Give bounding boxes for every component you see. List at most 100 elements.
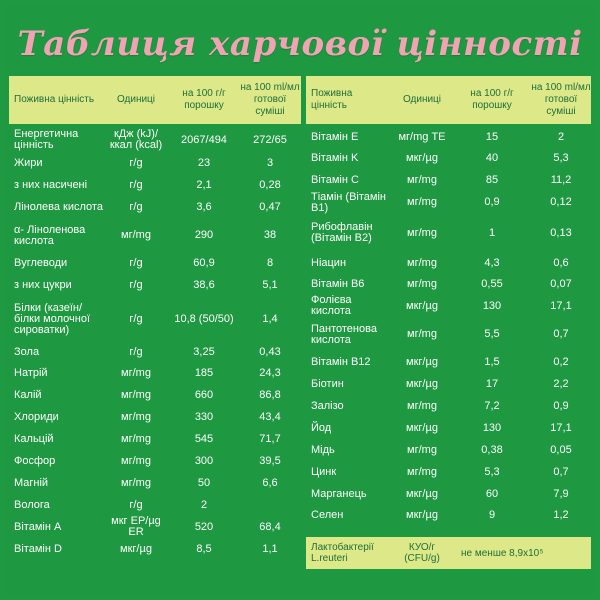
nutrient-name: Пантотенова кислота (311, 322, 377, 346)
value-per-100ml: 0,2 (553, 356, 569, 368)
nutrient-name: Натрій (14, 367, 48, 379)
nutrient-name: Мідь (311, 443, 335, 456)
table-row: Білки (казеїн/білки молочної сироватки) г… (9, 297, 301, 341)
value-per-100ml: 68,4 (259, 520, 281, 533)
nutrient-unit: мкг/µg (406, 421, 438, 434)
nutrient-unit: г/g (129, 312, 143, 325)
value-per-100g: 1,5 (484, 356, 500, 368)
table-row: з них цукри г/g 38,6 5,1 (9, 274, 301, 297)
value-per-100g: 3,6 (196, 201, 212, 213)
table-row: Енергетична цінність кДж (kJ)/ ккал (kcal… (9, 127, 301, 153)
value-per-100g: 2 (200, 498, 208, 511)
value-per-100g: 0,9 (484, 196, 500, 208)
value-per-100ml: 0,12 (550, 196, 572, 208)
value-per-100g: 85 (485, 173, 499, 186)
value-per-100ml: 0,7 (553, 465, 569, 478)
value-per-100g: 130 (482, 421, 502, 434)
probiotic-value: не менше 8,9x10⁵ (461, 547, 544, 559)
header-per-100g: на 100 г/г порошку (470, 88, 514, 111)
header-unit: Одиниці (116, 94, 156, 105)
value-per-100ml: 272/65 (253, 133, 287, 146)
value-per-100ml: 8 (266, 256, 274, 269)
table-row: Волога г/g 2 (9, 494, 301, 516)
nutrient-name: з них насичені (14, 178, 88, 191)
nutrient-name: Вітамін A (14, 520, 62, 533)
nutrient-name: Фолієва кислота (311, 294, 352, 317)
value-per-100g: 23 (197, 157, 211, 169)
value-per-100g: 9 (488, 508, 496, 521)
nutrient-name: Вітамін K (311, 152, 359, 164)
nutrient-name: з них цукри (14, 279, 72, 291)
table-row: Мідь мг/mg 0,38 0,05 (306, 439, 591, 461)
nutrient-name: Зола (14, 345, 40, 358)
value-per-100ml: 7,9 (553, 487, 569, 500)
table-row: Натрій мг/mg 185 24,3 (9, 363, 301, 384)
value-per-100ml: 11,2 (550, 173, 572, 186)
nutrient-unit: мкг/µg (406, 299, 438, 312)
nutrient-name: Калій (14, 388, 42, 401)
table-body: Енергетична цінність кДж (kJ)/ ккал (kcal… (9, 127, 301, 560)
value-per-100ml: 39,5 (259, 454, 281, 467)
nutrient-name: Селен (311, 508, 344, 521)
table-header: Поживна цінність Одиниці на 100 г/г поро… (9, 76, 301, 124)
nutrient-unit: мг/mg (121, 432, 151, 445)
nutrient-unit: г/g (129, 201, 143, 213)
value-per-100g: 4,3 (484, 256, 500, 269)
table-row: Цинк мг/mg 5,3 0,7 (306, 461, 591, 483)
table-row: з них насичені г/g 2,1 0,28 (9, 174, 301, 196)
value-per-100g: 0,38 (481, 443, 503, 456)
nutrient-name: Магній (14, 476, 49, 489)
value-per-100ml: 17,1 (550, 421, 572, 434)
nutrient-name: Енергетична цінність (14, 128, 79, 151)
header-unit: Одиниці (402, 94, 442, 105)
value-per-100g: 10,8 (50/50) (174, 312, 234, 325)
value-per-100ml: 0,05 (550, 443, 572, 456)
nutrient-name: Білки (казеїн/білки молочної сироватки) (14, 301, 91, 336)
value-per-100g: 50 (197, 476, 211, 489)
value-per-100g: 8,5 (196, 542, 212, 555)
table-row: Фосфор мг/mg 300 39,5 (9, 450, 301, 472)
table-row: Пантотенова кислота мг/mg 5,5 0,7 (306, 317, 591, 352)
nutrient-unit: мг/mg (121, 229, 151, 241)
header-name: Поживна цінність (14, 94, 95, 105)
nutrient-name: Вітамін B12 (311, 356, 371, 368)
nutrient-unit: мг/mg (407, 465, 437, 478)
value-per-100ml: 0,7 (553, 328, 569, 340)
nutrient-name: Ніацин (311, 256, 347, 269)
value-per-100ml: 1,4 (262, 312, 278, 325)
table-row: Селен мкг/µg 9 1,2 (306, 505, 591, 525)
value-per-100g: 5,3 (484, 465, 500, 478)
nutrient-name: α- Ліноленова кислота (14, 223, 86, 247)
page-title: Таблиця харчової цінності (17, 24, 583, 64)
table-row: Ніацин мг/mg 4,3 0,6 (306, 252, 591, 274)
value-per-100g: 0,55 (481, 278, 503, 290)
header-per-100ml: на 100 ml/мл готової суміші (531, 82, 591, 117)
table-row: Кальцій мг/mg 545 71,7 (9, 428, 301, 450)
nutrient-unit: мг/mg (407, 328, 437, 340)
nutrient-unit: г/g (129, 157, 143, 169)
value-per-100ml: 0,47 (259, 201, 281, 213)
value-per-100g: 2,1 (196, 178, 212, 191)
header-per-100ml: на 100 ml/мл готової суміші (240, 82, 300, 117)
probiotic-unit: КУО/г (CFU/g) (404, 542, 440, 564)
value-per-100ml: 0,28 (259, 178, 281, 191)
nutrient-name: Вітамін D (14, 542, 62, 555)
nutrient-unit: мг/mg (407, 196, 437, 208)
value-per-100ml: 71,7 (259, 432, 281, 445)
value-per-100ml: 17,1 (550, 299, 572, 312)
nutrient-unit: г/g (129, 256, 143, 269)
nutrient-name: Вітамін C (311, 173, 359, 186)
nutrient-name: Вітамін B6 (311, 278, 365, 290)
nutrient-name: Волога (14, 498, 50, 511)
nutrition-table-left: Поживна цінність Одиниці на 100 г/г поро… (9, 76, 301, 560)
nutrient-unit: г/g (129, 279, 143, 291)
value-per-100ml: 1,1 (262, 542, 278, 555)
nutrient-unit: мг/mg (407, 278, 437, 290)
nutrient-name: Рибофлавін (Вітамін B2) (311, 221, 373, 244)
table-row: Біотин мкг/µg 17 2,2 (306, 373, 591, 395)
value-per-100g: 290 (194, 229, 214, 241)
nutrient-unit: мкг/µg (406, 377, 438, 390)
value-per-100g: 60,9 (193, 256, 215, 269)
value-per-100g: 60 (485, 487, 499, 500)
value-per-100ml: 2 (557, 131, 565, 143)
